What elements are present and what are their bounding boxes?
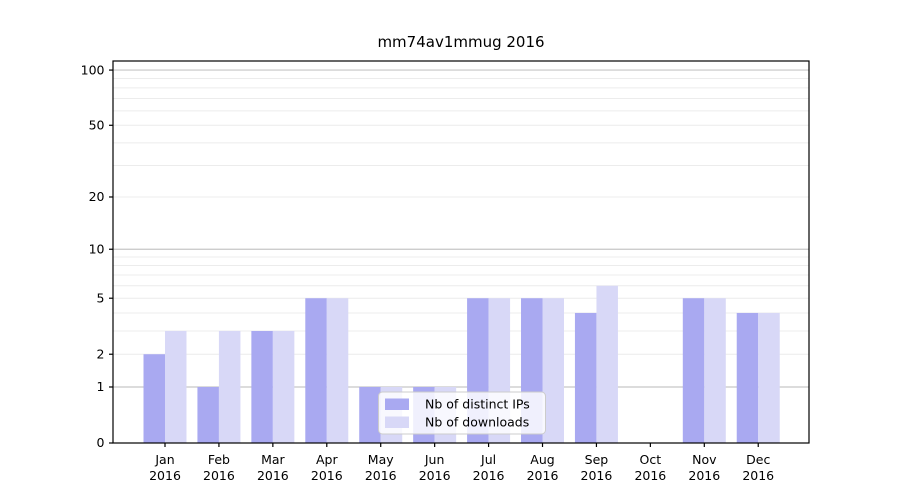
legend-label-distinct-ips: Nb of distinct IPs: [425, 397, 530, 412]
bar-downloads-sep: [596, 285, 618, 443]
x-tick-label-year: 2016: [473, 468, 505, 483]
bar-distinct-ips-nov: [682, 298, 705, 443]
bar-distinct-ips-dec: [736, 312, 759, 443]
bar-distinct-ips-may: [359, 386, 381, 443]
x-tick-label-month: May: [368, 452, 394, 467]
x-tick-label-year: 2016: [311, 468, 343, 483]
x-tick-label-year: 2016: [688, 468, 720, 483]
x-tick-label-year: 2016: [742, 468, 774, 483]
x-tick-label-year: 2016: [203, 468, 235, 483]
bar-distinct-ips-apr: [305, 298, 327, 443]
bar-distinct-ips-feb: [197, 386, 219, 443]
x-tick-label-year: 2016: [581, 468, 613, 483]
x-tick-label-year: 2016: [365, 468, 397, 483]
x-tick-label-year: 2016: [257, 468, 289, 483]
x-tick-label-year: 2016: [419, 468, 451, 483]
x-tick-label-month: Aug: [530, 452, 554, 467]
bar-downloads-aug: [542, 298, 565, 443]
bar-distinct-ips-mar: [251, 330, 273, 443]
y-tick-label: 50: [89, 117, 105, 132]
x-tick-label-year: 2016: [149, 468, 181, 483]
x-tick-label-month: Oct: [640, 452, 662, 467]
x-tick-label-month: Jan: [154, 452, 174, 467]
y-tick-label: 5: [97, 290, 105, 305]
x-tick-label-month: Apr: [316, 452, 338, 467]
x-tick-label-month: Dec: [746, 452, 770, 467]
bar-downloads-mar: [272, 330, 295, 443]
bar-downloads-jan: [165, 330, 187, 443]
x-tick-label-month: Sep: [585, 452, 609, 467]
bar-distinct-ips-sep: [574, 312, 597, 443]
x-tick-label-year: 2016: [634, 468, 666, 483]
bar-downloads-dec: [758, 312, 780, 443]
y-tick-label: 10: [89, 241, 105, 256]
y-tick-label: 1: [97, 379, 105, 394]
y-tick-label: 20: [89, 189, 105, 204]
axes-frame: [112, 60, 810, 444]
bar-distinct-ips-jan: [143, 354, 165, 443]
y-tick-label: 100: [81, 62, 105, 77]
legend-label-downloads: Nb of downloads: [425, 415, 529, 430]
bar-downloads-nov: [704, 298, 726, 443]
legend-box: [378, 391, 546, 435]
chart-title: mm74av1mmug 2016: [377, 33, 544, 51]
x-tick-label-month: Jul: [480, 452, 496, 467]
bar-downloads-feb: [218, 330, 241, 443]
x-tick-label-year: 2016: [527, 468, 559, 483]
x-tick-label-month: Mar: [261, 452, 285, 467]
x-tick-label-month: Jun: [424, 452, 445, 467]
legend-swatch-distinct-ips: [385, 398, 409, 410]
x-tick-label-month: Nov: [692, 452, 717, 467]
legend: Nb of distinct IPs Nb of downloads: [378, 391, 546, 435]
legend-swatch-downloads: [385, 416, 409, 428]
bar-downloads-apr: [326, 298, 349, 443]
y-tick-label: 2: [97, 346, 105, 361]
y-tick-label: 0: [97, 435, 105, 450]
x-tick-label-month: Feb: [208, 452, 230, 467]
